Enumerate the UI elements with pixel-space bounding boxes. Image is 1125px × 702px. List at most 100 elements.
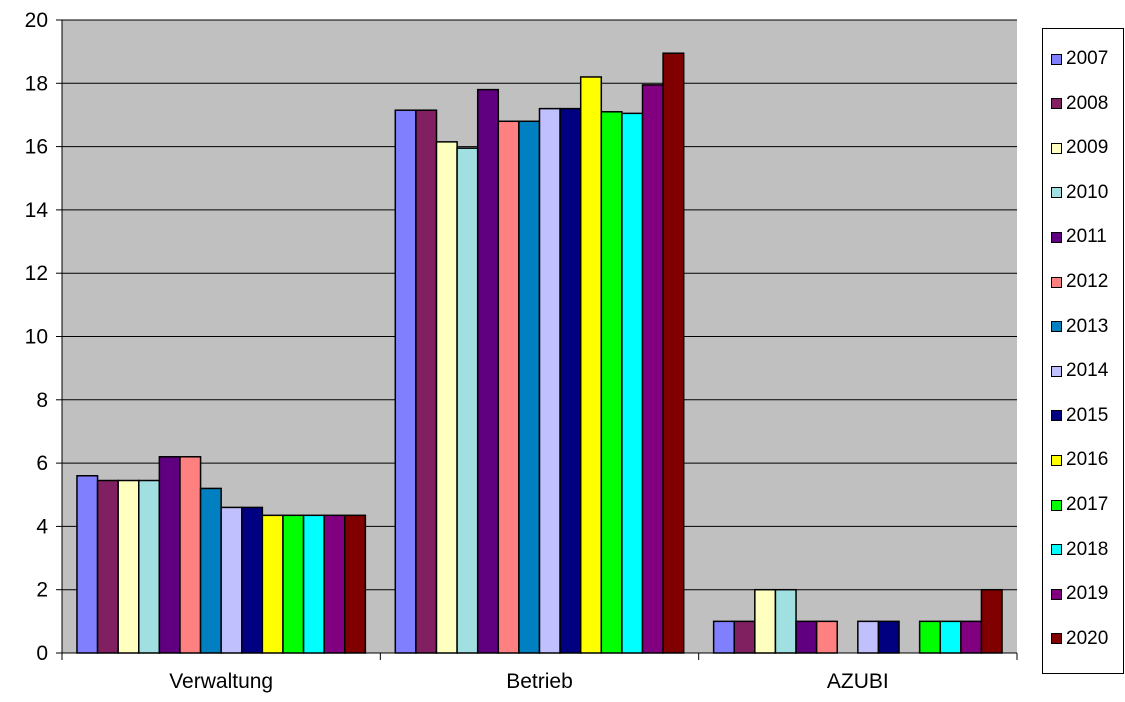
bar-2018-verwaltung bbox=[302, 514, 325, 654]
legend-label: 2007 bbox=[1066, 48, 1109, 69]
bar-2015-betrieb bbox=[559, 107, 582, 654]
bar-2007-betrieb bbox=[394, 109, 417, 654]
y-tick-label: 18 bbox=[25, 72, 48, 95]
chart: 0 2 4 6 8 10 12 14 16 18 20 Verwaltung Betrieb AZUBI bbox=[25, 9, 1018, 693]
legend-label: 2020 bbox=[1066, 627, 1109, 649]
bar-2020-azubi bbox=[980, 588, 1003, 654]
x-tick-label: AZUBI bbox=[827, 670, 889, 693]
bar-2013-verwaltung bbox=[199, 487, 222, 654]
bar-2011-betrieb bbox=[476, 88, 500, 654]
bar-2008-azubi bbox=[733, 620, 756, 654]
x-tick-labels: Verwaltung Betrieb AZUBI bbox=[169, 670, 889, 693]
y-tick-label: 6 bbox=[36, 452, 48, 475]
legend-item: 2014 bbox=[1051, 359, 1108, 383]
legend-swatch bbox=[1051, 499, 1062, 511]
legend-item: 2011 bbox=[1051, 225, 1107, 249]
bar-2009-betrieb bbox=[435, 141, 458, 654]
legend-swatch bbox=[1051, 53, 1062, 65]
legend: 2007 2008 2009 2010 2011 2012 2013 2014 2015 2016… bbox=[1042, 28, 1124, 674]
bar-2018-betrieb bbox=[621, 112, 644, 654]
legend-label: 2018 bbox=[1066, 538, 1109, 560]
legend-label: 2009 bbox=[1066, 137, 1109, 159]
legend-swatch bbox=[1051, 231, 1062, 243]
x-tick-label: Verwaltung bbox=[169, 670, 273, 693]
y-tick-label: 16 bbox=[25, 136, 48, 159]
bar-2007-azubi bbox=[712, 620, 735, 654]
bars bbox=[76, 52, 1003, 654]
legend-item: 2018 bbox=[1051, 538, 1108, 562]
bar-2012-betrieb bbox=[497, 120, 520, 654]
legend-item: 2013 bbox=[1051, 315, 1108, 339]
legend-label: 2017 bbox=[1066, 494, 1109, 515]
bar-2019-azubi bbox=[960, 620, 983, 654]
bar-2012-verwaltung bbox=[179, 456, 202, 654]
legend-label: 2016 bbox=[1066, 449, 1109, 471]
legend-swatch bbox=[1051, 187, 1062, 199]
y-tick-label: 12 bbox=[25, 262, 48, 285]
bar-2019-verwaltung bbox=[323, 514, 346, 654]
bar-2012-azubi bbox=[815, 620, 838, 654]
legend-label: 2014 bbox=[1066, 360, 1109, 382]
bar-2013-betrieb bbox=[518, 120, 541, 654]
bar-2016-betrieb bbox=[579, 76, 603, 654]
y-tick-labels: 0 2 4 6 8 10 12 14 16 18 20 bbox=[25, 9, 49, 665]
legend-label: 2013 bbox=[1066, 315, 1109, 337]
legend-item: 2017 bbox=[1051, 493, 1108, 517]
legend-swatch bbox=[1051, 365, 1062, 377]
bar-2008-verwaltung bbox=[96, 479, 119, 654]
bar-2017-betrieb bbox=[600, 111, 623, 654]
legend-item: 2015 bbox=[1051, 404, 1108, 428]
legend-label: 2011 bbox=[1066, 226, 1107, 248]
legend-label: 2015 bbox=[1066, 404, 1109, 426]
bar-2007-verwaltung bbox=[76, 475, 99, 654]
bar-2017-azubi bbox=[918, 620, 941, 654]
bar-2018-azubi bbox=[939, 620, 962, 654]
bar-2014-betrieb bbox=[538, 107, 561, 654]
bar-2015-verwaltung bbox=[241, 506, 264, 654]
legend-item: 2010 bbox=[1051, 181, 1108, 205]
legend-label: 2010 bbox=[1066, 181, 1109, 203]
legend-swatch bbox=[1051, 588, 1062, 600]
legend-item: 2012 bbox=[1051, 270, 1108, 294]
legend-swatch bbox=[1051, 410, 1062, 422]
bar-2014-verwaltung bbox=[220, 506, 243, 654]
legend-item: 2016 bbox=[1051, 448, 1108, 472]
legend-swatch bbox=[1051, 98, 1062, 110]
legend-label: 2019 bbox=[1066, 583, 1109, 605]
bar-2011-verwaltung bbox=[158, 456, 181, 654]
legend-item: 2019 bbox=[1051, 582, 1108, 606]
bar-2009-azubi bbox=[754, 588, 777, 654]
legend-item: 2020 bbox=[1051, 627, 1108, 651]
y-tick-label: 2 bbox=[36, 579, 48, 602]
bar-2008-betrieb bbox=[415, 109, 438, 654]
bar-chart: 0 2 4 6 8 10 12 14 16 18 20 Verwaltung Betrieb AZUBI bbox=[25, 9, 1018, 693]
bar-2010-azubi bbox=[774, 588, 797, 654]
legend-swatch bbox=[1051, 142, 1062, 154]
y-tick-label: 14 bbox=[25, 199, 49, 222]
bar-2015-azubi bbox=[877, 620, 900, 654]
y-tick-label: 8 bbox=[36, 389, 48, 412]
bar-2020-betrieb bbox=[662, 52, 685, 654]
legend-item: 2009 bbox=[1051, 136, 1108, 160]
bar-2017-verwaltung bbox=[282, 514, 305, 654]
legend-swatch bbox=[1051, 276, 1062, 288]
legend-item: 2007 bbox=[1051, 47, 1108, 71]
bar-2020-verwaltung bbox=[344, 514, 367, 654]
legend-swatch bbox=[1051, 454, 1062, 466]
bar-2014-azubi bbox=[857, 620, 880, 654]
bar-2011-azubi bbox=[795, 620, 818, 654]
legend-label: 2012 bbox=[1066, 271, 1109, 292]
bar-2009-verwaltung bbox=[117, 479, 140, 654]
bar-2019-betrieb bbox=[641, 84, 664, 654]
y-tick-label: 20 bbox=[25, 9, 48, 32]
y-tick-label: 10 bbox=[25, 326, 48, 349]
legend-swatch bbox=[1051, 633, 1062, 645]
y-tick-label: 0 bbox=[36, 642, 48, 665]
legend-swatch bbox=[1051, 321, 1062, 333]
bar-2016-verwaltung bbox=[261, 514, 284, 654]
x-tick-label: Betrieb bbox=[506, 670, 573, 693]
bar-2010-verwaltung bbox=[138, 479, 161, 654]
axes bbox=[56, 19, 1018, 660]
legend-item: 2008 bbox=[1051, 92, 1108, 116]
y-tick-label: 4 bbox=[36, 515, 48, 538]
